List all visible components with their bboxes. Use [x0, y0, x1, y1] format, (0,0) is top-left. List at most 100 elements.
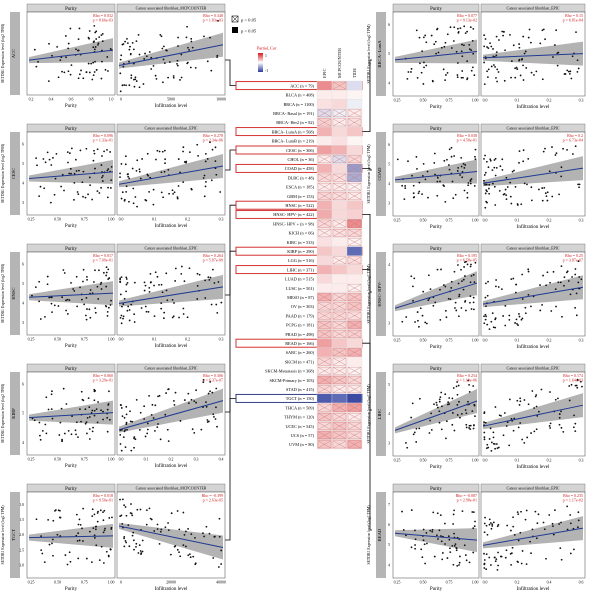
- scatter-point: [177, 185, 180, 187]
- scatter-point: [533, 74, 535, 76]
- y-axis-label: SETDB1 Expression level (log2 TPM): [367, 264, 371, 324]
- scatter-point: [123, 198, 126, 201]
- regression-line: [28, 171, 114, 179]
- scatter-point: [157, 395, 159, 398]
- scatter-point: [52, 156, 54, 159]
- scatter-point: [435, 401, 438, 404]
- scatter-point: [465, 426, 468, 429]
- scatter-point: [177, 45, 179, 47]
- scatter-point: [130, 74, 133, 77]
- scatter-point: [469, 180, 472, 183]
- scatter-point: [158, 283, 160, 286]
- heatmap-cell: [346, 209, 363, 220]
- x-tick-label: 0.2: [185, 338, 190, 342]
- regression-line: [394, 532, 478, 541]
- scatter-point: [533, 407, 536, 409]
- scatter-point: [508, 398, 511, 401]
- scatter-point: [564, 73, 567, 75]
- scatter-point: [101, 155, 103, 157]
- scatter-point: [453, 270, 456, 273]
- scatter-point: [496, 568, 499, 571]
- scatter-point: [168, 61, 171, 63]
- scatter-point: [58, 516, 61, 519]
- scatter-point: [471, 39, 474, 42]
- x-tick-label: 0.0: [119, 338, 124, 342]
- scatter-point: [531, 390, 534, 392]
- scatter-point: [82, 507, 85, 510]
- scatter-point: [522, 79, 525, 81]
- scatter-point: [462, 288, 465, 291]
- scatter-point: [548, 170, 551, 173]
- y-tick-label: 6: [388, 23, 390, 27]
- scatter-point: [554, 288, 557, 291]
- scatter-point: [87, 193, 89, 196]
- scatter-point: [453, 544, 456, 547]
- stat-annotation: Rho = 0.2: [567, 133, 583, 138]
- scatter-point: [75, 170, 78, 172]
- scatter-point: [455, 309, 458, 312]
- scatter-point: [176, 59, 179, 62]
- scatter-point: [123, 537, 125, 540]
- scatter-point: [497, 286, 500, 288]
- scatter-point: [38, 195, 41, 197]
- scatter-point: [39, 318, 42, 320]
- scatter-point: [505, 194, 508, 197]
- scatter-point: [84, 314, 87, 317]
- scatter-point: [560, 265, 563, 268]
- scatter-point: [495, 35, 498, 38]
- heatmap-cell-frame: [317, 293, 332, 301]
- scatter-point: [521, 550, 524, 552]
- heatmap-cell-frame: [347, 219, 362, 228]
- confidence-band: [119, 388, 223, 433]
- scatter-point: [577, 260, 580, 263]
- heatmap-row-label: GBM (n = 153): [287, 194, 314, 199]
- scatter-point: [189, 556, 192, 559]
- scatter-point: [526, 436, 529, 439]
- scatter-point: [131, 167, 134, 170]
- scatter-point: [188, 151, 191, 154]
- scatter-point: [151, 403, 154, 406]
- scatter-point: [577, 519, 580, 522]
- scatter-point: [471, 410, 474, 413]
- scatter-point: [519, 422, 522, 424]
- scatter-point: [161, 81, 164, 84]
- x-tick-label: 0.50: [54, 338, 61, 342]
- scatter-point: [172, 75, 175, 77]
- scatter-point: [124, 40, 127, 43]
- scatter-point: [176, 197, 179, 200]
- scatter-point: [418, 397, 421, 400]
- scatter-point: [47, 408, 50, 411]
- scatter-point: [555, 305, 557, 308]
- heatmap-cell: [346, 80, 363, 91]
- scatter-point: [202, 378, 205, 381]
- scatter-point: [490, 449, 493, 452]
- scatter-point: [133, 85, 136, 88]
- scatter-point: [502, 34, 504, 37]
- scatter-point: [483, 45, 486, 48]
- stat-annotation: Rho = 0.348: [203, 13, 223, 18]
- scatter-point: [167, 440, 170, 443]
- scatter-point: [509, 195, 512, 198]
- panel-title: Cancer associated fibroblast_EPIC: [507, 127, 560, 131]
- scatter-point: [452, 513, 455, 516]
- scatter-point: [187, 554, 190, 557]
- scatter-point: [125, 413, 128, 416]
- scatter-point: [403, 198, 406, 201]
- scatter-point: [119, 403, 122, 406]
- x-tick-label: 0.75: [81, 458, 88, 462]
- stat-annotation: p = 2.34e-06: [203, 137, 223, 142]
- scatter-point: [131, 534, 134, 537]
- confidence-band: [395, 388, 477, 434]
- scatter-point: [31, 417, 34, 420]
- scatter-point: [543, 186, 546, 189]
- scatter-point: [485, 282, 487, 285]
- scatter-point: [94, 46, 97, 48]
- scatter-point: [469, 424, 472, 427]
- scatter-point: [474, 148, 477, 151]
- scatter-point: [191, 428, 194, 431]
- scatter-point: [463, 166, 466, 169]
- scatter-point: [415, 156, 418, 158]
- heatmap-cell: [346, 99, 363, 109]
